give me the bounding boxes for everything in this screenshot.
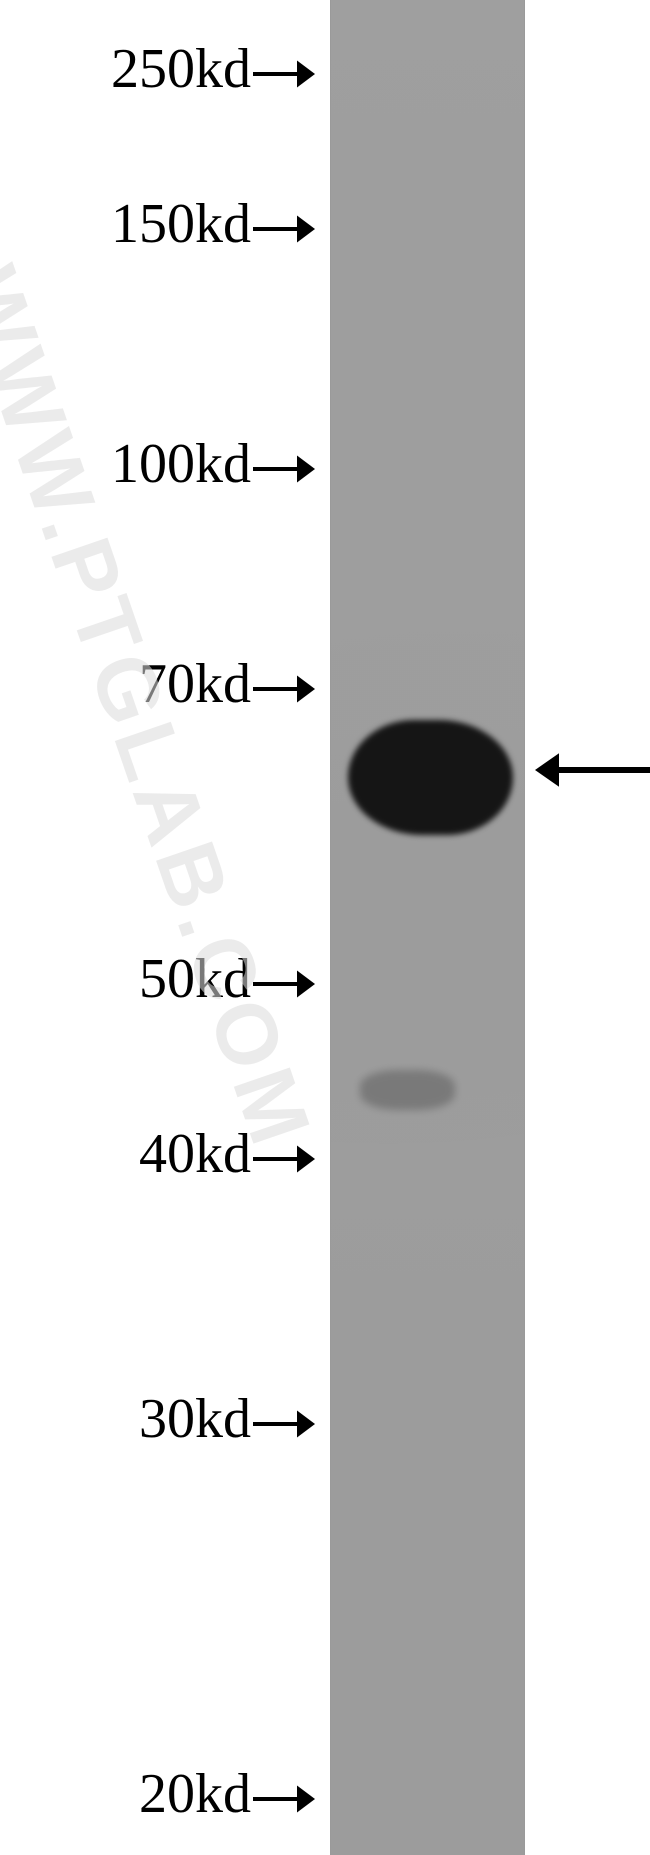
arrow-right-icon	[253, 966, 315, 1002]
mw-marker: 50kd	[139, 947, 315, 1011]
mw-marker-label: 250kd	[111, 38, 251, 100]
mw-marker-label: 50kd	[139, 948, 251, 1010]
mw-marker: 20kd	[139, 1762, 315, 1826]
arrow-right-icon	[253, 1406, 315, 1442]
mw-marker: 70kd	[139, 652, 315, 716]
lane-texture	[331, 0, 524, 1855]
target-band-arrow	[535, 746, 650, 794]
arrow-right-icon	[253, 1781, 315, 1817]
mw-marker: 30kd	[139, 1387, 315, 1451]
mw-marker: 250kd	[111, 37, 315, 101]
mw-marker: 40kd	[139, 1122, 315, 1186]
band-main	[348, 720, 513, 835]
mw-marker-label: 70kd	[139, 653, 251, 715]
mw-marker-label: 100kd	[111, 433, 251, 495]
mw-marker-label: 20kd	[139, 1763, 251, 1825]
mw-marker-label: 40kd	[139, 1123, 251, 1185]
arrow-right-icon	[253, 1141, 315, 1177]
arrow-right-icon	[253, 56, 315, 92]
arrow-right-icon	[253, 451, 315, 487]
mw-marker: 100kd	[111, 432, 315, 496]
mw-marker: 150kd	[111, 192, 315, 256]
mw-marker-label: 150kd	[111, 193, 251, 255]
mw-marker-label: 30kd	[139, 1388, 251, 1450]
band-secondary	[360, 1070, 455, 1110]
arrow-right-icon	[253, 671, 315, 707]
arrow-right-icon	[253, 211, 315, 247]
blot-lane	[330, 0, 525, 1855]
